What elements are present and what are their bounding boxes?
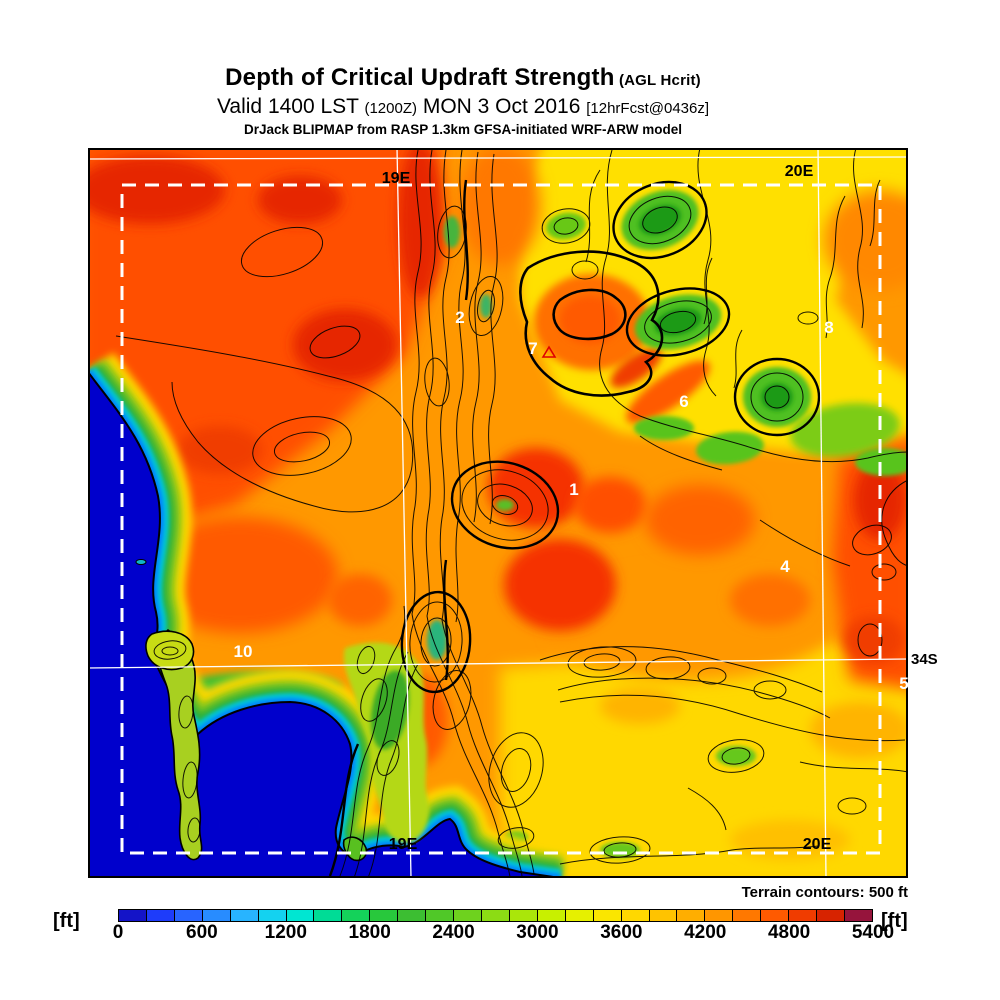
colorbar-segment <box>481 910 510 921</box>
colorbar-segment <box>844 910 872 921</box>
colorbar-tick-label: 1800 <box>348 922 391 943</box>
colorbar-unit-right: [ft] <box>881 910 908 932</box>
figure-title: Depth of Critical Updraft Strength (AGL … <box>0 64 926 92</box>
colorbar-segment <box>119 910 147 921</box>
domain-boundary-dashed <box>120 183 882 855</box>
site-markers: 1 2 4 5 6 7 8 10 <box>234 308 908 693</box>
colorbar-tick-label: 3600 <box>600 922 643 943</box>
grid-label-19e-top: 19E <box>382 170 411 187</box>
title-main: Depth of Critical Updraft Strength <box>225 64 615 91</box>
colorbar <box>118 909 873 922</box>
valid-time-z: (1200Z) <box>364 100 417 117</box>
ocean <box>88 371 561 878</box>
site-label-10: 10 <box>234 642 253 661</box>
site-label-2: 2 <box>455 308 464 327</box>
colorbar-tick-label: 0 <box>112 922 124 943</box>
colorbar-unit-left: [ft] <box>53 910 80 932</box>
map-border <box>88 148 908 878</box>
colorbar-segment <box>202 910 231 921</box>
model-credit-line: DrJack BLIPMAP from RASP 1.3km GFSA-init… <box>243 122 683 137</box>
terrain-contours-index <box>328 179 821 877</box>
colorbar-segment <box>258 910 287 921</box>
grid-label-34s-right: 34S <box>911 651 938 668</box>
valid-time-line: Valid 1400 LST (1200Z) MON 3 Oct 2016 [1… <box>0 95 926 119</box>
colorbar-segment <box>705 910 734 921</box>
blipmap-map: 19E 20E 19E 20E 1 2 4 5 6 7 8 10 <box>88 148 908 878</box>
site-label-5: 5 <box>899 674 908 693</box>
forecast-cycle: [12hrFcst@0436z] <box>586 100 710 117</box>
title-block: Depth of Critical Updraft Strength (AGL … <box>0 64 926 137</box>
colorbar-segment <box>314 910 343 921</box>
colorbar-segment <box>146 910 175 921</box>
colorbar-segment <box>454 910 482 921</box>
colorbar-segment <box>398 910 427 921</box>
colorbar-segment <box>761 910 790 921</box>
colorbar-ticks: 0 600 1200 1800 2400 3000 3600 4200 4800 5400 <box>113 922 894 944</box>
colorbar-segment <box>537 910 566 921</box>
colorbar-segment <box>342 910 371 921</box>
colorbar-segment <box>509 910 538 921</box>
grid-label-19e-bottom: 19E <box>389 836 418 853</box>
colorbar-tick-label: 4200 <box>684 922 727 943</box>
colorbar-tick-label: 4800 <box>767 922 811 943</box>
colorbar-segment <box>230 910 259 921</box>
site-label-6: 6 <box>679 392 688 411</box>
colorbar-segment <box>817 910 845 921</box>
colorbar-segment <box>677 910 706 921</box>
site-label-8: 8 <box>824 318 833 337</box>
colorbar-segment <box>286 910 315 921</box>
colorbar-segment <box>789 910 818 921</box>
colorbar-tick-label: 1200 <box>264 922 307 943</box>
site-triangle-icon <box>541 345 557 358</box>
colorbar-tick-label: 600 <box>186 922 218 943</box>
colorbar-tick-label: 2400 <box>432 922 475 943</box>
colorbar-tick-label: 5400 <box>851 922 895 943</box>
valid-date: MON 3 Oct 2016 <box>417 95 587 118</box>
colorbar-segment <box>370 910 399 921</box>
colorbar-tick-label: 3000 <box>516 922 559 943</box>
colorbar-segment <box>593 910 622 921</box>
colorbar-segment <box>621 910 650 921</box>
valid-time: Valid 1400 LST <box>216 95 365 118</box>
site-label-4: 4 <box>780 557 790 576</box>
grid-labels: 19E 20E 19E 20E <box>382 163 832 853</box>
colorbar-segment <box>649 910 678 921</box>
terrain-contours <box>115 148 908 878</box>
site-label-7: 7 <box>528 339 537 358</box>
colorbar-segment <box>426 910 455 921</box>
title-suffix: (AGL Hcrit) <box>614 72 701 89</box>
terrain-contours-note: Terrain contours: 500 ft <box>741 884 908 901</box>
coastline <box>88 371 561 878</box>
colorbar-segment <box>174 910 203 921</box>
map-canvas: 19E 20E 19E 20E 1 2 4 5 6 7 8 10 <box>88 148 908 878</box>
graticule <box>88 148 908 878</box>
grid-label-20e-bottom: 20E <box>803 836 832 853</box>
colorbar-segment <box>565 910 594 921</box>
site-label-1: 1 <box>569 480 578 499</box>
colorbar-segment <box>733 910 762 921</box>
robben-island <box>135 559 147 565</box>
grid-label-20e-top: 20E <box>785 163 814 180</box>
